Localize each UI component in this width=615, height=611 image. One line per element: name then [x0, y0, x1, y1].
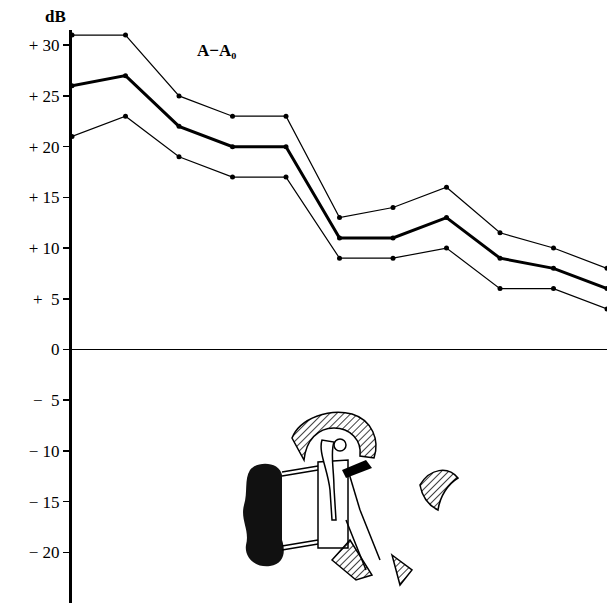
- svg-text:+ 15: + 15: [29, 188, 60, 207]
- svg-text:− 20: − 20: [29, 543, 60, 562]
- svg-text:0: 0: [51, 340, 60, 359]
- svg-text:+ 10: + 10: [29, 239, 60, 258]
- svg-text:dB: dB: [45, 7, 66, 26]
- svg-text:+ 25: + 25: [29, 87, 60, 106]
- svg-text:+ 5: + 5: [33, 290, 60, 309]
- svg-text:− 15: − 15: [29, 493, 60, 512]
- svg-text:− 5: − 5: [33, 391, 60, 410]
- svg-text:+ 30: + 30: [29, 36, 60, 55]
- svg-text:A−A₀: A−A₀: [197, 41, 236, 60]
- svg-text:+ 20: + 20: [29, 138, 60, 157]
- svg-text:− 10: − 10: [29, 442, 60, 461]
